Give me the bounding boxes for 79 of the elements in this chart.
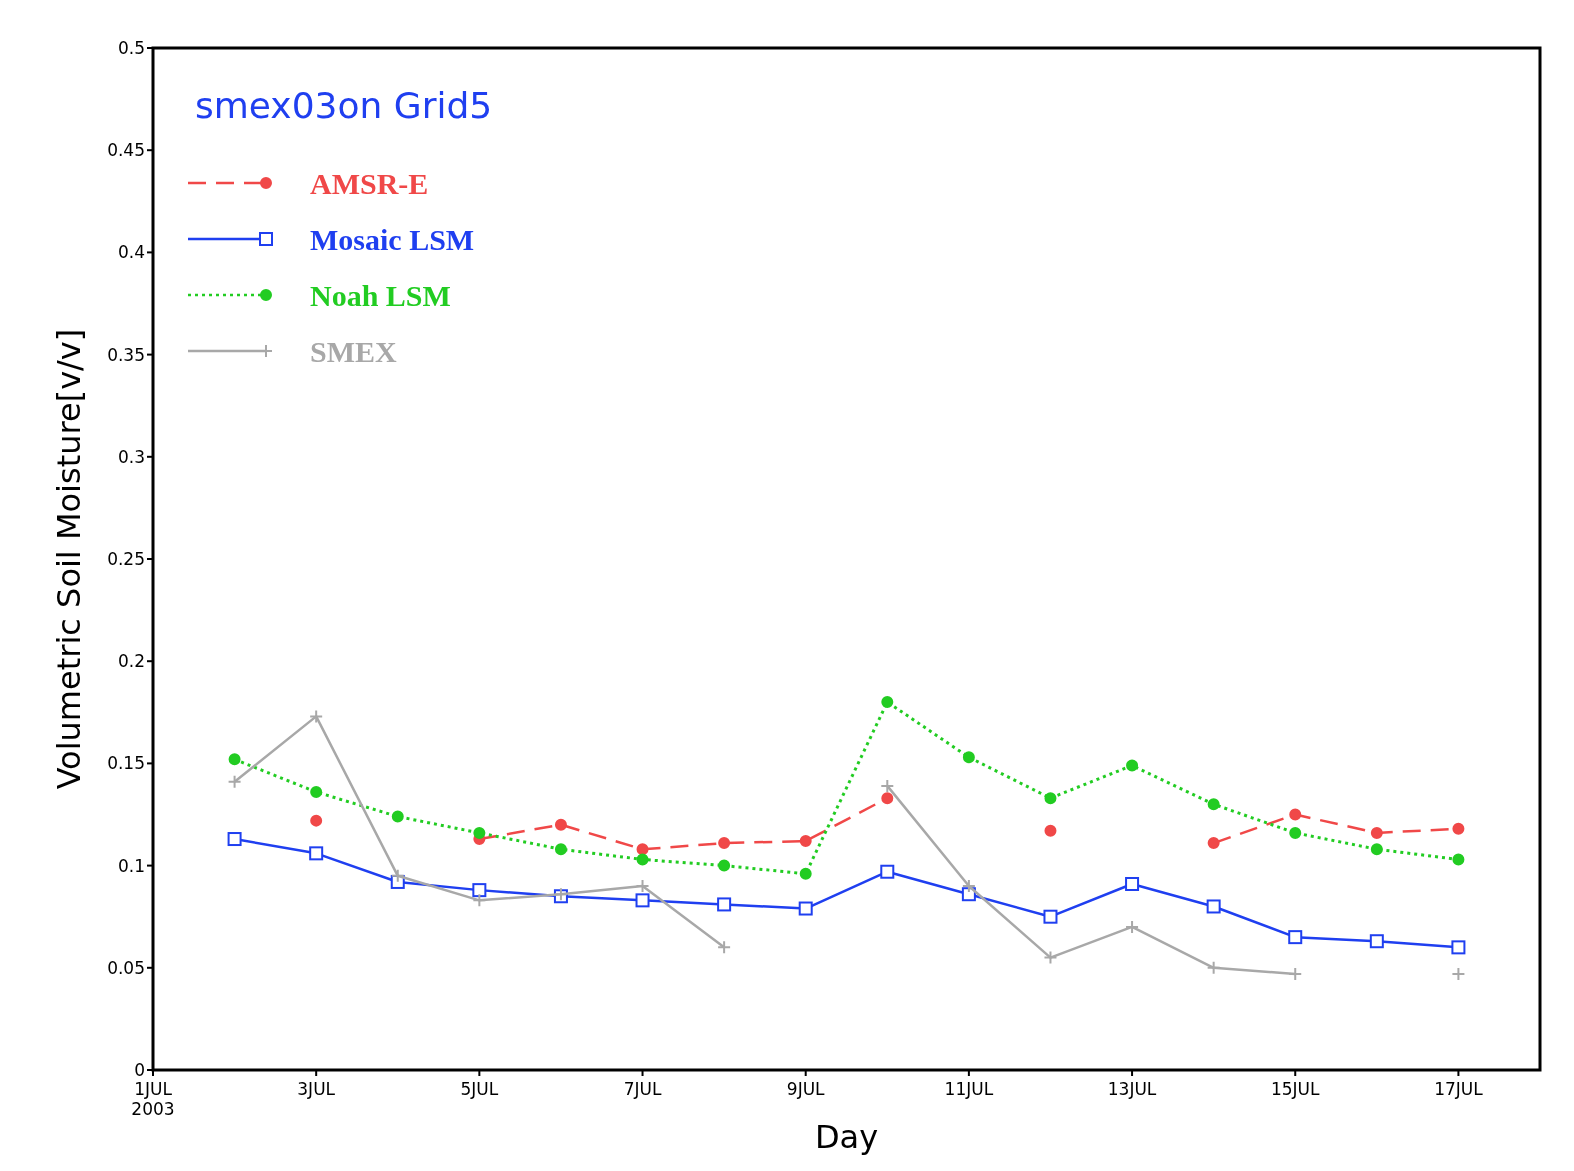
point	[1206, 960, 1221, 975]
point	[636, 853, 649, 866]
point	[1206, 899, 1221, 914]
point	[1207, 798, 1220, 811]
y-tick-label: 0.35	[107, 344, 145, 365]
legend-label: SMEX	[310, 334, 398, 368]
y-tick-label: 0.5	[117, 37, 145, 58]
x-axis-title: Day	[814, 1118, 879, 1156]
x-tick-label: 15JUL	[1270, 1079, 1321, 1099]
legend-label: AMSR-E	[310, 166, 429, 200]
point	[1289, 826, 1302, 839]
point	[390, 868, 405, 883]
y-tick-label: 0.25	[107, 548, 145, 569]
y-tick-label: 0.45	[107, 140, 145, 161]
point	[1369, 934, 1384, 949]
point	[635, 879, 650, 894]
point	[472, 883, 487, 898]
point	[798, 901, 813, 916]
y-tick-label: 0.15	[107, 753, 145, 774]
x-tick-label: 17JUL	[1434, 1079, 1484, 1099]
point	[1288, 930, 1303, 945]
point	[1288, 966, 1303, 981]
point	[1044, 792, 1057, 805]
point	[1370, 826, 1383, 839]
y-tick-label: 0.3	[117, 446, 145, 467]
point	[227, 774, 242, 789]
point	[718, 859, 731, 872]
point	[228, 753, 241, 766]
point	[1289, 808, 1302, 821]
legend-label: Noah LSM	[310, 278, 451, 312]
point	[472, 893, 487, 908]
point	[310, 786, 323, 799]
point	[1451, 940, 1466, 955]
point	[310, 814, 323, 827]
x-tick-label: 9JUL	[786, 1079, 826, 1099]
point	[1452, 822, 1465, 835]
y-tick-label: 0.2	[117, 651, 145, 672]
point	[391, 810, 404, 823]
x-tick-label: 5JUL	[460, 1079, 499, 1099]
point	[554, 818, 567, 831]
point	[717, 940, 732, 955]
point	[1043, 950, 1058, 965]
text: smex03on Grid5	[195, 85, 493, 126]
point	[1043, 909, 1058, 924]
point	[473, 826, 486, 839]
point	[1044, 824, 1057, 837]
point	[309, 709, 324, 724]
point	[717, 897, 732, 912]
x-tick-label: 11JUL	[944, 1079, 994, 1099]
x-tick-label: 7JUL	[623, 1079, 662, 1099]
x-tick-label: 13JUL	[1107, 1079, 1157, 1099]
point	[1452, 853, 1465, 866]
point	[1126, 759, 1139, 772]
point	[1370, 843, 1383, 856]
point	[961, 879, 976, 894]
y-tick-label: 0.1	[117, 855, 145, 876]
x-tick-label: 1JUL 2003	[131, 1079, 175, 1119]
point	[718, 837, 731, 850]
point	[227, 832, 242, 847]
y-axis-title: Volumetric Soil Moisture[v/v]	[50, 328, 88, 790]
point	[1207, 837, 1220, 850]
point	[309, 846, 324, 861]
point	[880, 778, 895, 793]
point	[1451, 966, 1466, 981]
x-tick-label: 3JUL	[297, 1079, 336, 1099]
legend-label: Mosaic LSM	[310, 222, 475, 256]
y-tick-label: 0.4	[117, 242, 145, 263]
point	[799, 835, 812, 848]
y-tick-label: 0.05	[107, 957, 145, 978]
point	[881, 696, 894, 709]
y-tick-label: 0	[134, 1059, 145, 1080]
point	[962, 751, 975, 764]
point	[635, 893, 650, 908]
point	[554, 843, 567, 856]
point	[1125, 877, 1140, 891]
point	[881, 792, 894, 805]
point	[799, 867, 812, 880]
point	[880, 864, 895, 879]
point	[636, 843, 649, 856]
